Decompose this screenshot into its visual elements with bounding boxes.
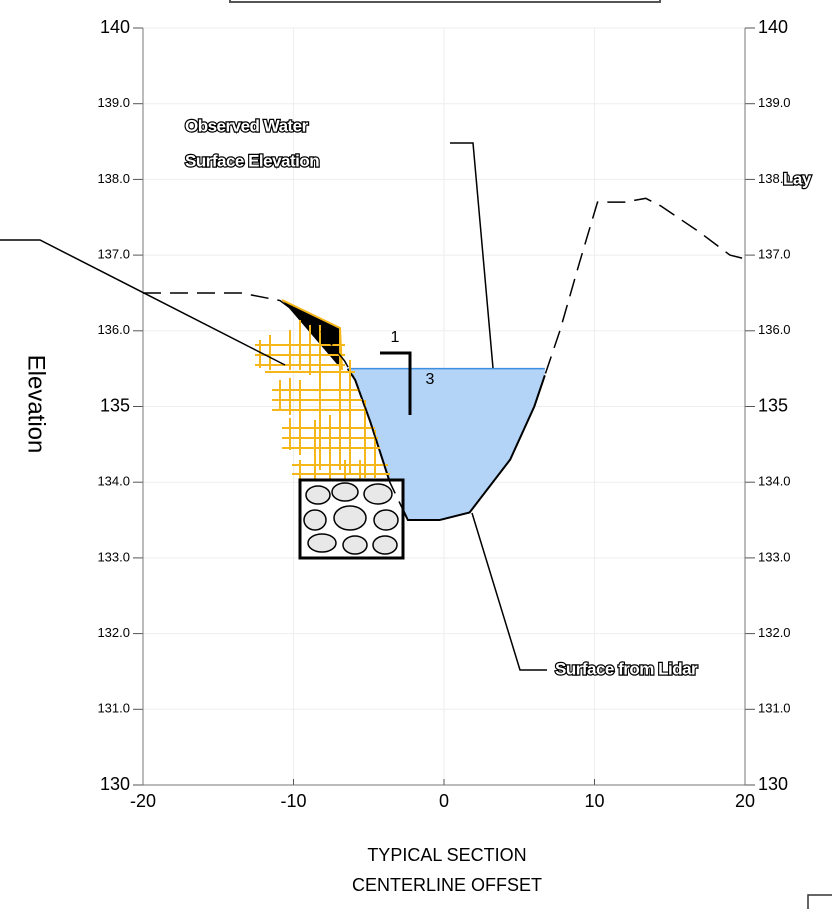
annotation: Lay [783, 169, 812, 188]
rock-box [298, 478, 405, 560]
y-tick-label: 135 [100, 395, 130, 415]
leader-line [0, 239, 286, 366]
x-tick-label: -20 [130, 791, 156, 811]
y-tick-label: 137.0 [97, 247, 130, 262]
y2-tick-label: 131.0 [758, 701, 791, 716]
lidar-surface [143, 197, 746, 521]
y2-tick-label: 134.0 [758, 474, 791, 489]
x-tick-label: 10 [584, 791, 604, 811]
x-tick-label: 0 [439, 791, 449, 811]
top-box [229, 0, 661, 3]
riprap [255, 299, 390, 480]
leader-line [450, 142, 494, 369]
x-tick-label: 20 [735, 791, 755, 811]
leader-line [471, 512, 547, 671]
x-axis-label: CENTERLINE OFFSET [352, 875, 542, 895]
corner-bracket [807, 894, 832, 909]
annotation: Observed Water [185, 116, 309, 135]
y-tick-label: 131.0 [97, 701, 130, 716]
y-tick-label: 134.0 [97, 474, 130, 489]
y2-tick-label: 138.0 [758, 171, 791, 186]
y-axis-label: Elevation [23, 355, 50, 454]
y-tick-label: 138.0 [97, 171, 130, 186]
y-tick-label: 140 [100, 17, 130, 37]
y-tick-label: 132.0 [97, 625, 130, 640]
y2-tick-label: 132.0 [758, 625, 791, 640]
annotation: Surface from Lidar [555, 659, 698, 678]
y2-tick-label: 140 [758, 17, 788, 37]
y2-tick-label: 135 [758, 395, 788, 415]
annotation: Surface Elevation [185, 151, 319, 170]
y2-tick-label: 136.0 [758, 322, 791, 337]
y-tick-label: 139.0 [97, 95, 130, 110]
x-axis-label: TYPICAL SECTION [367, 845, 526, 865]
y2-tick-label: 133.0 [758, 549, 791, 564]
y2-tick-label: 139.0 [758, 95, 791, 110]
y2-tick-label: 137.0 [758, 247, 791, 262]
y-tick-label: 133.0 [97, 549, 130, 564]
y-tick-label: 130 [100, 774, 130, 794]
slope-indicator [380, 351, 412, 415]
y-tick-label: 136.0 [97, 322, 130, 337]
slope-label: 1 [391, 329, 400, 346]
y2-tick-label: 130 [758, 774, 788, 794]
x-tick-label: -10 [280, 791, 306, 811]
slope-label: 3 [426, 371, 435, 388]
